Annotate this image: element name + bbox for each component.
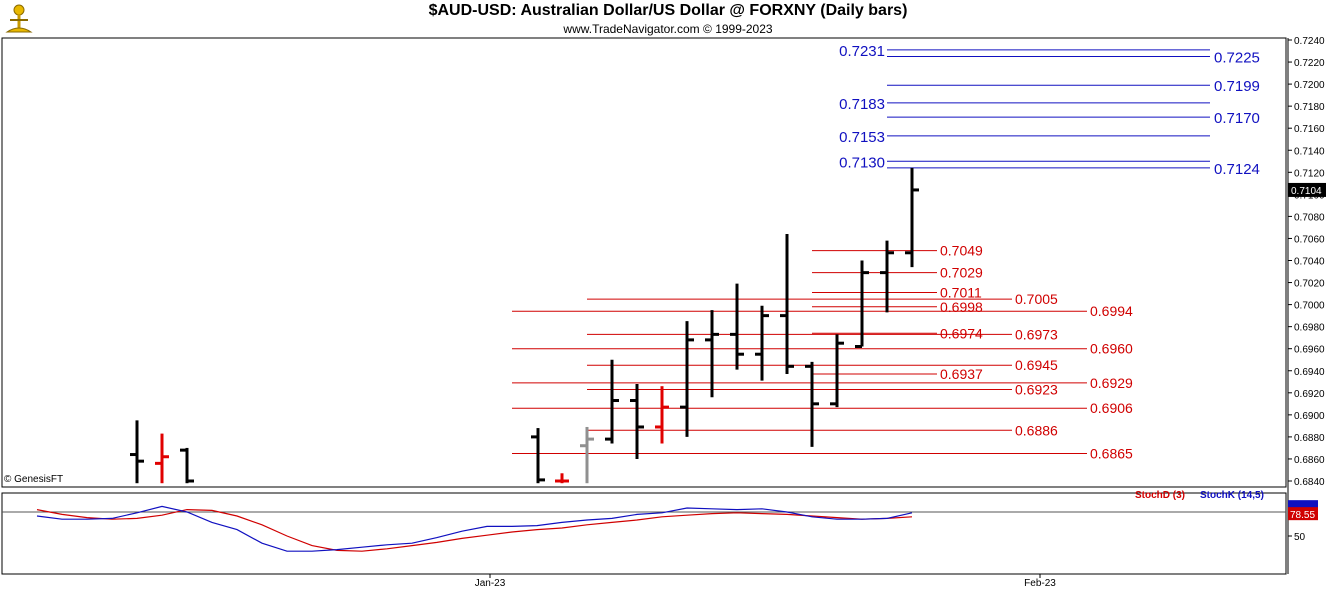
stoch-tick-label: 50 xyxy=(1294,532,1306,543)
resistance-label: 0.7231 xyxy=(839,43,885,60)
resistance-label: 0.7153 xyxy=(839,129,885,146)
price-tick-label: 0.7120 xyxy=(1294,168,1325,179)
stochK-legend: StochK (14,5) xyxy=(1200,490,1264,501)
support-label: 0.6906 xyxy=(1090,400,1133,416)
price-tick-label: 0.6960 xyxy=(1294,345,1325,356)
resistance-label: 0.7183 xyxy=(839,96,885,113)
price-tick-label: 0.6880 xyxy=(1294,433,1325,444)
support-label: 0.6994 xyxy=(1090,303,1133,319)
last-price-label: 0.7104 xyxy=(1291,186,1322,197)
support-label: 0.7049 xyxy=(940,243,983,259)
x-tick-label: Jan-23 xyxy=(475,578,506,589)
stochK-value-badge xyxy=(1288,500,1318,509)
support-label: 0.7029 xyxy=(940,265,983,281)
chart-header: $AUD-USD: Australian Dollar/US Dollar @ … xyxy=(0,0,1336,38)
price-tick-label: 0.7060 xyxy=(1294,234,1325,245)
support-label: 0.7011 xyxy=(940,284,982,300)
support-label: 0.6973 xyxy=(1015,326,1058,342)
trade-navigator-logo-icon xyxy=(5,4,33,33)
genesis-watermark: © GenesisFT xyxy=(4,474,64,485)
price-tick-label: 0.6940 xyxy=(1294,367,1325,378)
support-label: 0.6886 xyxy=(1015,422,1058,438)
price-tick-label: 0.6840 xyxy=(1294,477,1325,488)
price-tick-label: 0.6920 xyxy=(1294,389,1325,400)
resistance-label: 0.7225 xyxy=(1214,50,1260,67)
price-tick-label: 0.7160 xyxy=(1294,124,1325,135)
support-label: 0.6960 xyxy=(1090,341,1133,357)
stochastic-panel xyxy=(1,492,1287,575)
stochD-value-badge xyxy=(1288,507,1318,521)
price-tick-label: 0.7140 xyxy=(1294,146,1325,157)
price-tick-label: 0.7240 xyxy=(1294,36,1325,47)
price-tick-label: 0.6860 xyxy=(1294,455,1325,466)
price-tick-label: 0.7040 xyxy=(1294,257,1325,268)
chart-title: $AUD-USD: Australian Dollar/US Dollar @ … xyxy=(428,2,908,19)
stochD-legend: StochD (3) xyxy=(1135,490,1185,501)
x-tick-label: Feb-23 xyxy=(1024,578,1056,589)
support-label: 0.7005 xyxy=(1015,291,1058,307)
stoch-current-value: 78.55 xyxy=(1290,510,1315,521)
price-tick-label: 0.7080 xyxy=(1294,212,1325,223)
stochastic-series-line xyxy=(36,505,913,552)
resistance-label: 0.7124 xyxy=(1214,161,1260,178)
price-tick-label: 0.7020 xyxy=(1294,279,1325,290)
support-label: 0.6923 xyxy=(1015,381,1058,397)
resistance-label: 0.7130 xyxy=(839,154,885,171)
support-label: 0.6945 xyxy=(1015,357,1058,373)
chart-subtitle: www.TradeNavigator.com © 1999-2023 xyxy=(563,22,773,36)
resistance-label: 0.7170 xyxy=(1214,110,1260,127)
price-tick-label: 0.6980 xyxy=(1294,323,1325,334)
price-tick-label: 0.7180 xyxy=(1294,102,1325,113)
price-tick-label: 0.7200 xyxy=(1294,80,1325,91)
support-label: 0.6865 xyxy=(1090,445,1133,461)
price-panel xyxy=(1,37,1287,488)
resistance-label: 0.7199 xyxy=(1214,78,1260,95)
support-label: 0.6937 xyxy=(940,366,983,382)
price-tick-label: 0.7000 xyxy=(1294,301,1325,312)
support-label: 0.6974 xyxy=(940,325,983,341)
support-label: 0.6929 xyxy=(1090,375,1133,391)
price-tick-label: 0.6900 xyxy=(1294,411,1325,422)
last-price-badge xyxy=(1288,182,1326,197)
price-tick-label: 0.7220 xyxy=(1294,58,1325,69)
support-label: 0.6998 xyxy=(940,299,983,315)
